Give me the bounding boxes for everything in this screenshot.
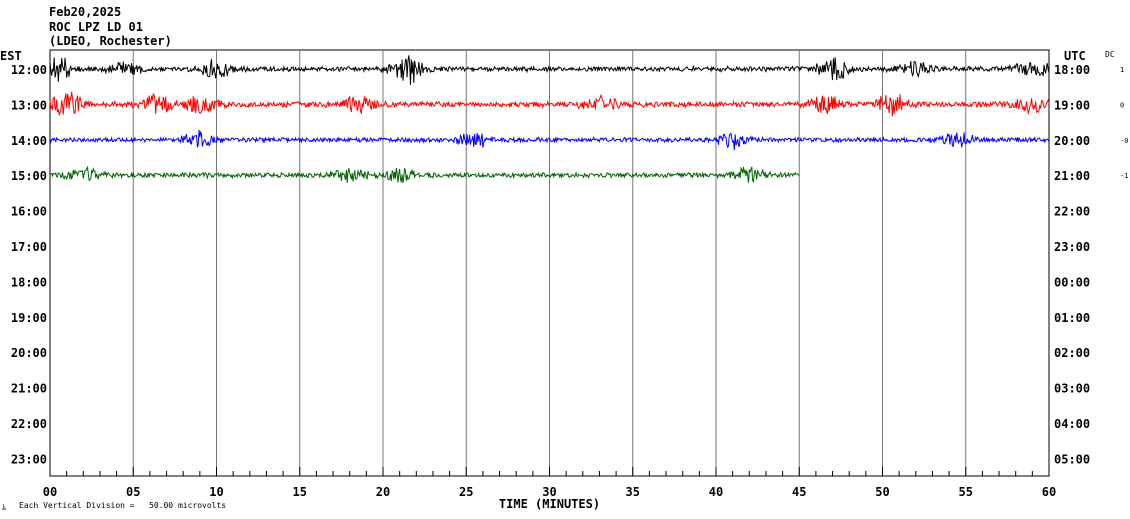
x-tick-label: 50 — [875, 485, 889, 499]
est-row-label: 17:00 — [11, 240, 47, 254]
x-axis-label: TIME (MINUTES) — [499, 497, 600, 511]
seismic-trace-row-2 — [49, 129, 1050, 151]
dc-value: 1 — [1120, 66, 1124, 74]
seismic-trace-row-1 — [49, 91, 1050, 117]
utc-row-label: 18:00 — [1054, 63, 1090, 77]
x-tick-label: 10 — [209, 485, 223, 499]
utc-row-label: 05:00 — [1054, 452, 1090, 466]
utc-row-label: 03:00 — [1054, 382, 1090, 396]
x-tick-label: 30 — [542, 485, 556, 499]
plot-grid — [49, 49, 1050, 477]
dc-value: -1 — [1120, 172, 1128, 180]
x-tick-label: 60 — [1042, 485, 1056, 499]
utc-row-label: 01:00 — [1054, 311, 1090, 325]
est-row-label: 15:00 — [11, 169, 47, 183]
x-tick-label: 55 — [959, 485, 973, 499]
utc-row-label: 23:00 — [1054, 240, 1090, 254]
x-tick-label: 25 — [459, 485, 473, 499]
est-row-label: 20:00 — [11, 346, 47, 360]
dc-title: DC — [1105, 50, 1115, 59]
x-tick-label: 00 — [43, 485, 57, 499]
utc-row-label: 21:00 — [1054, 169, 1090, 183]
left-axis-title: EST — [0, 49, 22, 63]
station-code: ROC LPZ LD 01 — [49, 20, 143, 34]
est-row-label: 19:00 — [11, 311, 47, 325]
footnote-mark: ﾑ — [2, 503, 6, 512]
dc-value: -0 — [1120, 137, 1128, 145]
utc-row-label: 00:00 — [1054, 275, 1090, 289]
utc-row-label: 04:00 — [1054, 417, 1090, 431]
est-row-label: 22:00 — [11, 417, 47, 431]
est-row-label: 14:00 — [11, 134, 47, 148]
plot-date: Feb20,2025 — [49, 5, 122, 19]
x-tick-label: 40 — [709, 485, 723, 499]
dc-value: 0 — [1120, 101, 1124, 109]
est-row-label: 23:00 — [11, 452, 47, 466]
est-row-label: 16:00 — [11, 205, 47, 219]
x-tick-label: 45 — [792, 485, 806, 499]
right-axis-title: UTC — [1064, 49, 1086, 63]
utc-row-label: 02:00 — [1054, 346, 1090, 360]
trace-group — [49, 55, 1050, 184]
x-tick-label: 15 — [293, 485, 307, 499]
utc-row-label: 22:00 — [1054, 205, 1090, 219]
utc-row-label: 20:00 — [1054, 134, 1090, 148]
network-name: (LDEO, Rochester) — [49, 34, 172, 48]
footnote-text: Each Vertical Division = 50.00 microvolt… — [19, 501, 226, 510]
est-row-label: 12:00 — [11, 63, 47, 77]
x-tick-label: 35 — [626, 485, 640, 499]
seismic-trace-row-3 — [49, 165, 800, 184]
x-tick-label: 05 — [126, 485, 140, 499]
est-row-label: 13:00 — [11, 98, 47, 112]
utc-row-label: 19:00 — [1054, 98, 1090, 112]
est-row-label: 21:00 — [11, 382, 47, 396]
x-tick-label: 20 — [376, 485, 390, 499]
est-row-label: 18:00 — [11, 275, 47, 289]
seismic-trace-row-0 — [49, 55, 1050, 85]
